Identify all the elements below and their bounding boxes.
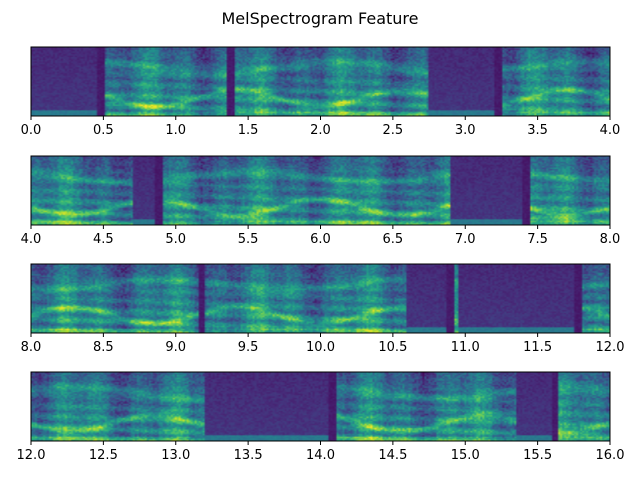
spectrogram-image-4 [31, 372, 610, 441]
x-tick-label: 5.0 [165, 232, 186, 247]
x-tick-label: 4.0 [21, 232, 42, 247]
spectrogram-panel-1: 0.0 0.5 1.0 1.5 2.0 2.5 3.0 3.5 4.0 [21, 46, 621, 138]
x-tick-label: 9.5 [238, 340, 259, 355]
spectrogram-image-3 [31, 264, 610, 333]
x-tick-label: 3.5 [527, 123, 548, 138]
panels: 0.0 0.5 1.0 1.5 2.0 2.5 3.0 3.5 4.0 4.0 4.5 5.0 5.5 6… [17, 46, 625, 463]
x-tick-label: 10.5 [378, 340, 407, 355]
spectrogram-panel-3: 8.0 8.5 9.0 9.5 10.0 10.5 11.0 11.5 12.0 [21, 263, 625, 355]
x-tick-label: 13.5 [234, 448, 263, 463]
spectrogram-panel-2: 4.0 4.5 5.0 5.5 6.0 6.5 7.0 7.5 8.0 [21, 155, 621, 247]
x-tick-label: 4.0 [600, 123, 621, 138]
chart-title: MelSpectrogram Feature [221, 9, 418, 28]
x-tick-label: 14.5 [378, 448, 407, 463]
x-tick-label: 3.0 [455, 123, 476, 138]
x-tick-label: 1.5 [238, 123, 259, 138]
x-tick-label: 11.0 [451, 340, 480, 355]
x-tick-label: 15.5 [523, 448, 552, 463]
x-tick-label: 5.5 [238, 232, 259, 247]
x-tick-label: 8.0 [21, 340, 42, 355]
x-tick-label: 9.0 [165, 340, 186, 355]
x-tick-label: 7.5 [527, 232, 548, 247]
x-tick-label: 12.0 [17, 448, 46, 463]
spectrogram-image-1 [31, 47, 610, 116]
x-tick-label: 8.5 [93, 340, 114, 355]
x-tick-label: 12.5 [89, 448, 118, 463]
x-tick-label: 6.0 [310, 232, 331, 247]
x-tick-label: 7.0 [455, 232, 476, 247]
x-tick-label: 15.0 [451, 448, 480, 463]
x-tick-label: 6.5 [383, 232, 404, 247]
x-tick-label: 1.0 [165, 123, 186, 138]
x-tick-label: 14.0 [306, 448, 335, 463]
x-tick-label: 2.0 [310, 123, 331, 138]
x-tick-label: 0.5 [93, 123, 114, 138]
x-tick-label: 2.5 [383, 123, 404, 138]
x-tick-label: 10.0 [306, 340, 335, 355]
x-tick-label: 4.5 [93, 232, 114, 247]
x-tick-label: 8.0 [600, 232, 621, 247]
x-tick-label: 12.0 [596, 340, 625, 355]
x-tick-label: 13.0 [161, 448, 190, 463]
x-tick-label: 16.0 [596, 448, 625, 463]
x-tick-label: 0.0 [21, 123, 42, 138]
spectrogram-image-2 [31, 156, 610, 225]
x-tick-label: 11.5 [523, 340, 552, 355]
spectrogram-panel-4: 12.0 12.5 13.0 13.5 14.0 14.5 15.0 15.5 16.0 [17, 371, 625, 463]
